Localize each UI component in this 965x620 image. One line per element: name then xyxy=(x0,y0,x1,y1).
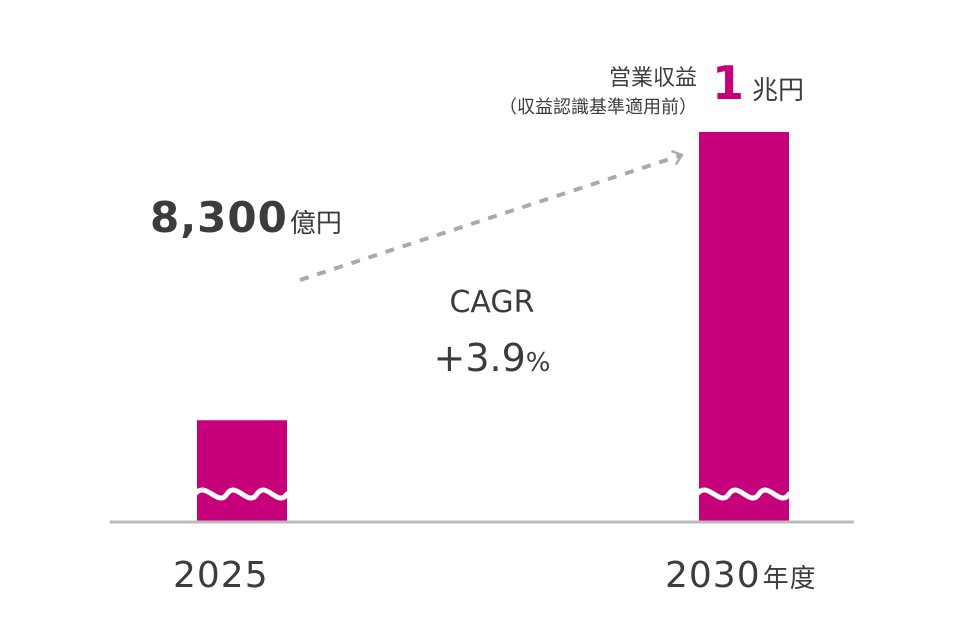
cagr-value: +3.9% xyxy=(412,336,572,380)
x-tick-label-2025: 2025 xyxy=(173,555,269,596)
cagr-title: CAGR xyxy=(449,285,535,320)
bar-1-value: 8,300 xyxy=(150,193,288,242)
bar-2-unit: 兆円 xyxy=(752,76,805,106)
x-tick-year-2030: 2030 xyxy=(665,555,761,596)
axis-break-mark-2030 xyxy=(694,487,792,501)
bar-2030 xyxy=(699,132,789,522)
bar-2025 xyxy=(197,420,287,522)
x-tick-suffix: 年度 xyxy=(762,564,817,594)
bar-2-value: 1 xyxy=(712,56,745,110)
cagr-number: +3.9 xyxy=(433,336,526,380)
bar-2-value-label: 1 兆円 xyxy=(712,56,804,110)
bar-1-unit: 億円 xyxy=(289,209,342,239)
bar-2-note: （収益認識基準適用前） xyxy=(499,97,697,118)
cagr-percent-sign: % xyxy=(525,348,551,378)
growth-arrow xyxy=(299,150,684,282)
bar-1-value-label: 8,300億円 xyxy=(150,193,342,242)
axis-break-mark-2025 xyxy=(192,487,290,501)
x-tick-label-2030: 2030年度 xyxy=(665,555,817,596)
bar-2-title: 営業収益 xyxy=(608,66,697,91)
